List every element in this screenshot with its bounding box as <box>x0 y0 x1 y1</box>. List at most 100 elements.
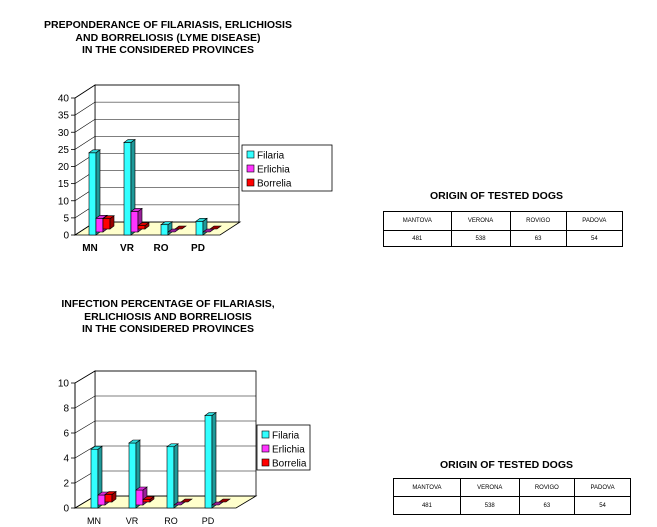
legend-box <box>241 144 333 192</box>
table-cell: 54 <box>574 496 631 515</box>
bar-borrelia-pd <box>218 498 231 503</box>
legend-swatch <box>246 150 255 159</box>
bar-top <box>135 486 148 491</box>
bar-flat <box>218 498 231 503</box>
bar-front <box>128 442 137 509</box>
gridline <box>74 395 256 409</box>
bar-top <box>128 439 141 444</box>
legend-swatch <box>246 164 255 173</box>
table-cell: MANTOVA <box>383 211 452 231</box>
bar-top <box>160 221 173 226</box>
chart-2-title-line-2: ERLICHIOSIS AND BORRELIOSIS <box>84 310 252 323</box>
table-cell: 54 <box>565 230 624 247</box>
x-tick-label: RO <box>154 243 169 254</box>
bar-front <box>97 494 106 506</box>
legend-swatch <box>261 458 270 467</box>
bar-side <box>211 411 217 509</box>
bar-front <box>135 489 144 506</box>
chart-2-title-line-3: IN THE CONSIDERED PROVINCES <box>81 323 255 335</box>
bar-front <box>204 415 213 509</box>
y-tick-label: 30 <box>58 128 70 139</box>
chart-1-title: PREPONDERANCE OF FILARIASIS, ERLICHIOSIS… <box>0 19 336 57</box>
gridline <box>74 84 239 99</box>
gridline <box>74 136 239 150</box>
origin-table-2-header-row: MANTOVA VERONA ROVIGO PADOVA <box>393 478 631 497</box>
bar-top <box>104 491 117 495</box>
bar-front <box>104 494 113 503</box>
legend-swatch <box>261 444 270 453</box>
y-tick-label: 4 <box>63 454 69 465</box>
table-cell: 63 <box>509 230 567 247</box>
gridline <box>74 101 239 116</box>
origin-table-2-title: ORIGIN OF TESTED DOGS <box>440 459 574 471</box>
bar-filaria-pd <box>204 411 217 509</box>
chart-1-title-line-2: AND BORRELIOSIS (LYME DISEASE) <box>75 31 261 44</box>
gridline <box>74 118 239 133</box>
bar-borrelia-vr <box>137 221 150 230</box>
table-cell: 538 <box>450 230 511 247</box>
bar-filaria-ro <box>166 443 179 509</box>
legend-swatch <box>261 430 270 439</box>
bar-borrelia-pd <box>209 225 222 230</box>
bar-front <box>142 499 151 503</box>
legend-swatch <box>246 178 255 187</box>
chart-2-title: INFECTION PERCENTAGE OF FILARIASIS, ERLI… <box>0 298 336 336</box>
bar-side <box>173 443 179 509</box>
bar-top <box>102 215 115 220</box>
table-cell: ROVIGO <box>518 478 576 497</box>
table-cell: 481 <box>393 496 461 515</box>
y-tick-label: 15 <box>58 179 70 190</box>
legend-label: Filaria <box>272 431 300 442</box>
chart-1-title-line-3: IN THE CONSIDERED PROVINCES <box>81 44 255 56</box>
y-tick-label: 10 <box>58 196 70 207</box>
table-cell: PADOVA <box>574 478 631 497</box>
chart-1-title-line-1: PREPONDERANCE OF FILARIASIS, ERLICHIOSIS <box>44 19 292 31</box>
y-tick-label: 0 <box>63 231 69 242</box>
y-tick-label: 6 <box>63 429 69 440</box>
table-cell: 63 <box>518 496 576 515</box>
y-tick-label: 35 <box>58 111 70 122</box>
bar-top <box>195 218 208 222</box>
y-tick-label: 20 <box>58 162 70 173</box>
bar-top <box>204 412 217 416</box>
table-cell: VERONA <box>459 478 520 497</box>
bar-borrelia-ro <box>180 498 193 503</box>
legend-label: Filaria <box>257 151 285 162</box>
x-tick-label: MN <box>87 516 101 526</box>
bar-top <box>166 443 179 448</box>
y-tick-label: 10 <box>58 379 70 390</box>
origin-table-2: MANTOVA VERONA ROVIGO PADOVA 481 538 63 … <box>393 478 631 515</box>
table-cell: PADOVA <box>565 211 624 231</box>
y-tick-label: 8 <box>63 404 69 415</box>
y-tick-label: 0 <box>63 504 69 515</box>
x-tick-label: VR <box>126 516 139 526</box>
chart-2-title-line-1: INFECTION PERCENTAGE OF FILARIASIS, <box>61 298 275 310</box>
table-cell: 481 <box>383 230 452 247</box>
x-tick-label: MN <box>82 243 98 254</box>
table-cell: VERONA <box>450 211 511 231</box>
legend-label: Borrelia <box>257 179 292 190</box>
origin-table-1-header-row: MANTOVA VERONA ROVIGO PADOVA <box>383 211 624 231</box>
y-tick-label: 5 <box>63 213 69 224</box>
table-cell: MANTOVA <box>393 478 461 497</box>
bar-top <box>137 222 150 226</box>
table-cell: 538 <box>459 496 520 515</box>
gridline <box>74 370 256 384</box>
legend-label: Borrelia <box>272 459 307 470</box>
gridline <box>74 420 256 434</box>
x-tick-label: RO <box>164 516 178 526</box>
bar-top <box>123 139 136 143</box>
x-tick-label: PD <box>191 243 205 254</box>
bar-flat <box>174 225 187 230</box>
bar-borrelia-vr <box>142 495 155 503</box>
bar-top <box>142 496 155 500</box>
origin-table-1: MANTOVA VERONA ROVIGO PADOVA 481 538 63 … <box>383 211 624 247</box>
bar-front <box>166 446 175 509</box>
legend-label: Erlichia <box>257 165 290 176</box>
x-tick-label: VR <box>120 243 135 254</box>
bar-top <box>90 445 103 450</box>
bar-flat <box>209 225 222 230</box>
table-cell: ROVIGO <box>509 211 567 231</box>
bar-top <box>88 149 101 154</box>
